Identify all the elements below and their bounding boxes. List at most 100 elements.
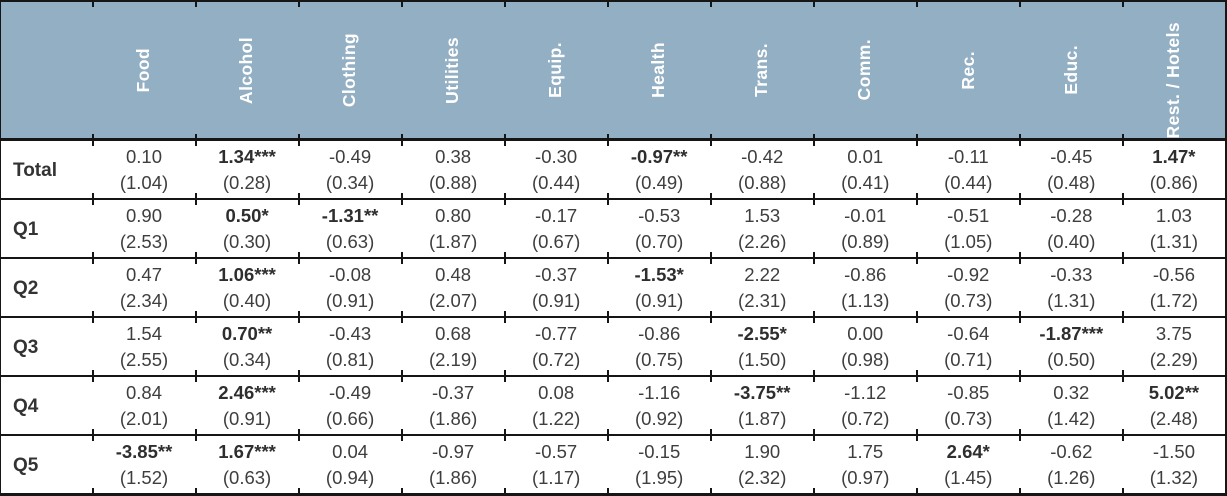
row-label-q5: Q5 [0, 434, 93, 495]
se-cell: (0.73) [944, 408, 993, 429]
se-cell: (0.75) [635, 349, 684, 370]
se-cell: (0.44) [531, 172, 581, 193]
se-cell: (0.86) [1149, 172, 1199, 193]
column-header-label: Utilities [442, 36, 463, 104]
se-cell: (0.34) [325, 172, 375, 193]
column-header-alcohol: Alcohol [194, 1, 299, 141]
se-cell: (1.22) [531, 408, 581, 429]
se-cell: (0.91) [635, 290, 684, 311]
coef-cell: -1.53* [606, 253, 711, 289]
se-cell: (1.04) [119, 172, 169, 193]
se-cell: (0.97) [812, 466, 917, 495]
coef-cell: -0.62 [1018, 430, 1123, 466]
se-cell: (0.50) [1047, 349, 1096, 370]
se-cell: (0.91) [325, 290, 375, 311]
column-header-rest-hotels: Rest. / Hotels [1121, 1, 1226, 141]
se-cell: (2.48) [1149, 408, 1199, 429]
se-cell: (0.40) [1047, 231, 1096, 252]
column-header-label: Equip. [545, 42, 566, 98]
coef-cell: -0.97** [606, 134, 711, 171]
se-cell: (0.92) [635, 408, 684, 429]
se-cell: (1.87) [738, 408, 787, 429]
se-cell: (0.72) [531, 349, 581, 370]
coef-cell: 1.53 [709, 194, 814, 230]
se-cell: (0.73) [944, 290, 993, 311]
se-cell: (0.28) [222, 172, 272, 193]
table-row-se-q4: (2.01) (0.91) (0.66) (1.86) (1.22) (0.92) (1.8… [1, 407, 1227, 435]
se-cell: (1.13) [841, 290, 890, 311]
column-header-educ: Educ. [1018, 1, 1123, 141]
row-label-q4: Q4 [0, 375, 93, 435]
se-cell: (1.05) [944, 231, 993, 252]
se-cell: (2.07) [428, 290, 478, 311]
se-cell: (0.44) [944, 172, 993, 193]
se-cell: (0.66) [325, 408, 375, 429]
se-cell: (1.31) [1047, 290, 1096, 311]
se-cell: (2.29) [1149, 349, 1199, 370]
column-header-label: Health [648, 42, 669, 98]
coef-cell: 1.75 [812, 430, 917, 466]
coef-cell: -0.11 [915, 134, 1020, 171]
table-row-se-q3: (2.55) (0.34) (0.81) (2.19) (0.72) (0.75) (1.5… [1, 348, 1227, 376]
column-header-label: Rec. [957, 50, 978, 90]
row-label-q3: Q3 [0, 316, 93, 376]
se-cell: (2.34) [119, 290, 169, 311]
coef-cell: 0.01 [812, 134, 917, 171]
coef-cell: -0.86 [812, 253, 917, 289]
coef-cell: -0.37 [503, 253, 608, 289]
coef-cell: 1.54 [91, 312, 196, 348]
se-cell: (1.31) [1149, 231, 1199, 252]
se-cell: (0.81) [325, 349, 375, 370]
column-header-equip: Equip. [503, 1, 608, 141]
table-row-q5: Q5 -3.85** 1.67*** 0.04 -0.97 -0.57 -0.15 1.90 1… [0, 430, 1226, 495]
coef-cell: 2.64* [915, 430, 1020, 466]
se-cell: (2.19) [428, 349, 478, 370]
coef-cell: 0.38 [400, 134, 505, 171]
se-cell: (1.72) [1149, 290, 1199, 311]
column-header-health: Health [606, 1, 711, 141]
se-cell: (1.45) [915, 466, 1020, 495]
table-row-se-q1: (2.53) (0.30) (0.63) (1.87) (0.67) (0.70) (2.2… [1, 230, 1227, 258]
se-cell: (2.26) [738, 231, 787, 252]
se-cell: (0.30) [222, 231, 272, 252]
coef-cell: -0.57 [503, 430, 608, 466]
coef-cell: 2.46*** [194, 371, 299, 407]
coef-cell: 0.08 [503, 371, 608, 407]
coef-cell: 2.22 [709, 253, 814, 289]
se-cell: (0.91) [531, 290, 581, 311]
se-cell: (2.53) [119, 231, 169, 252]
coef-cell: -0.97 [400, 430, 505, 466]
coef-cell: -0.85 [915, 371, 1020, 407]
se-cell: (2.01) [119, 408, 169, 429]
se-cell: (0.71) [944, 349, 993, 370]
column-header-rec: Rec. [915, 1, 1020, 141]
table-row-q1: Q1 0.90 0.50* -1.31** 0.80 -0.17 -0.53 1.53 -0.0… [0, 194, 1226, 258]
coef-cell: -0.17 [503, 194, 608, 230]
table-row-q3: Q3 1.54 0.70** -0.43 0.68 -0.77 -0.86 -2.55* 0.0… [0, 312, 1226, 376]
row-label-q2: Q2 [0, 257, 93, 317]
coef-cell: 0.70** [194, 312, 299, 348]
se-cell: (0.70) [635, 231, 684, 252]
coef-cell: 0.47 [91, 253, 196, 289]
coef-cell: 0.68 [400, 312, 505, 348]
se-cell: (2.55) [119, 349, 169, 370]
se-cell: (0.63) [325, 231, 375, 252]
coef-cell: 1.47* [1121, 134, 1226, 171]
se-cell: (1.50) [738, 349, 787, 370]
coef-cell: -0.42 [709, 134, 814, 171]
se-cell: (0.88) [738, 172, 787, 193]
coef-cell: -1.12 [812, 371, 917, 407]
corner-cell [0, 1, 93, 141]
column-header-comm: Comm. [812, 1, 917, 141]
column-header-label: Rest. / Hotels [1163, 22, 1184, 138]
column-header-label: Comm. [854, 39, 875, 101]
coef-cell: -0.43 [297, 312, 402, 348]
coef-cell: 0.48 [400, 253, 505, 289]
coef-cell: 1.06*** [194, 253, 299, 289]
se-cell: (0.72) [841, 408, 890, 429]
column-header-label: Clothing [339, 32, 360, 108]
se-cell: (1.32) [1121, 466, 1226, 495]
coef-cell: -0.01 [812, 194, 917, 230]
table-row-q2: Q2 0.47 1.06*** -0.08 0.48 -0.37 -1.53* 2.22 -0.… [0, 253, 1226, 317]
